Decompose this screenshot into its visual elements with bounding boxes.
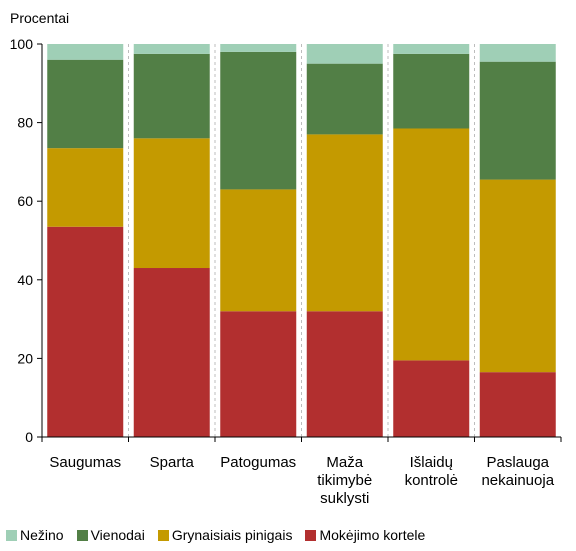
legend-item: Grynaisiais pinigais [157, 527, 293, 543]
legend-label: Nežino [20, 527, 64, 543]
bar-segment [220, 44, 297, 52]
x-tick-label-line: tikimybė [317, 472, 372, 489]
bar-segment [47, 44, 124, 60]
x-tick-label-line: suklysti [320, 490, 369, 507]
y-axis-label: Procentai [10, 10, 69, 26]
y-tick-label: 60 [17, 193, 33, 209]
bars [47, 44, 556, 437]
x-tick-label-line: Maža [326, 454, 363, 471]
bar-segment [47, 59, 124, 149]
x-tick-label: Sparta [150, 454, 195, 471]
x-tick-label-line: Išlaidų [410, 454, 453, 471]
bar-segment [479, 372, 556, 437]
y-tick-label: 0 [25, 429, 33, 445]
bar-segment [306, 44, 383, 64]
bar-segment [133, 138, 210, 269]
y-tick-label: 80 [17, 115, 33, 131]
bar-segment [47, 226, 124, 437]
bar-segment [133, 44, 210, 54]
x-tick-label: Išlaidų kontrolė [405, 454, 458, 489]
y-tick-label: 100 [10, 36, 34, 52]
bar-segment [220, 51, 297, 190]
bar-segment [306, 63, 383, 135]
y-tick-label: 20 [17, 350, 33, 366]
bar-segment [479, 44, 556, 62]
bar-segment [479, 61, 556, 180]
legend-label: Grynaisiais pinigais [171, 527, 293, 543]
x-tick-label: Paslauga nekainuoja [481, 454, 554, 489]
legend-item: Mokėjimo kortele [305, 527, 425, 543]
bar-segment [220, 311, 297, 437]
legend-label: Mokėjimo kortele [319, 527, 426, 543]
bar-segment [133, 53, 210, 139]
legend-swatch [6, 529, 17, 541]
legend-swatch [157, 529, 169, 541]
bar-segment [393, 128, 470, 361]
legend: Nežino Vienodai Grynaisiais pinigais Mokėji… [6, 524, 438, 546]
x-tick-label-line: Sparta [150, 454, 195, 471]
bar-segment [306, 134, 383, 312]
axes: 0 20 40 60 80 100 [10, 36, 562, 445]
bar-segment [306, 311, 383, 437]
bar-segment [393, 360, 470, 437]
legend-item: Vienodai [76, 527, 145, 543]
bar-segment [393, 53, 470, 129]
legend-item: Nežino [6, 527, 64, 543]
x-tick-label-line: kontrolė [405, 472, 458, 489]
bar-segment [393, 44, 470, 54]
legend-swatch [76, 529, 88, 541]
bar-segment [133, 268, 210, 437]
category-labels: Saugumas Sparta Patogumas Maža tikimybė sukly… [49, 454, 554, 507]
x-tick-label-line: nekainuoja [481, 472, 554, 489]
bar-segment [47, 148, 124, 227]
x-tick-label-line: Paslauga [486, 454, 549, 471]
x-tick-label: Patogumas [220, 454, 296, 471]
x-tick-label-line: Patogumas [220, 454, 296, 471]
y-tick-label: 40 [17, 272, 33, 288]
legend-swatch [305, 529, 317, 541]
bar-segment [479, 179, 556, 373]
legend-label: Vienodai [90, 527, 145, 543]
bar-segment [220, 189, 297, 312]
x-tick-label-line: Saugumas [49, 454, 121, 471]
x-tick-label: Saugumas [49, 454, 121, 471]
x-tick-label: Maža tikimybė suklysti [317, 454, 372, 507]
